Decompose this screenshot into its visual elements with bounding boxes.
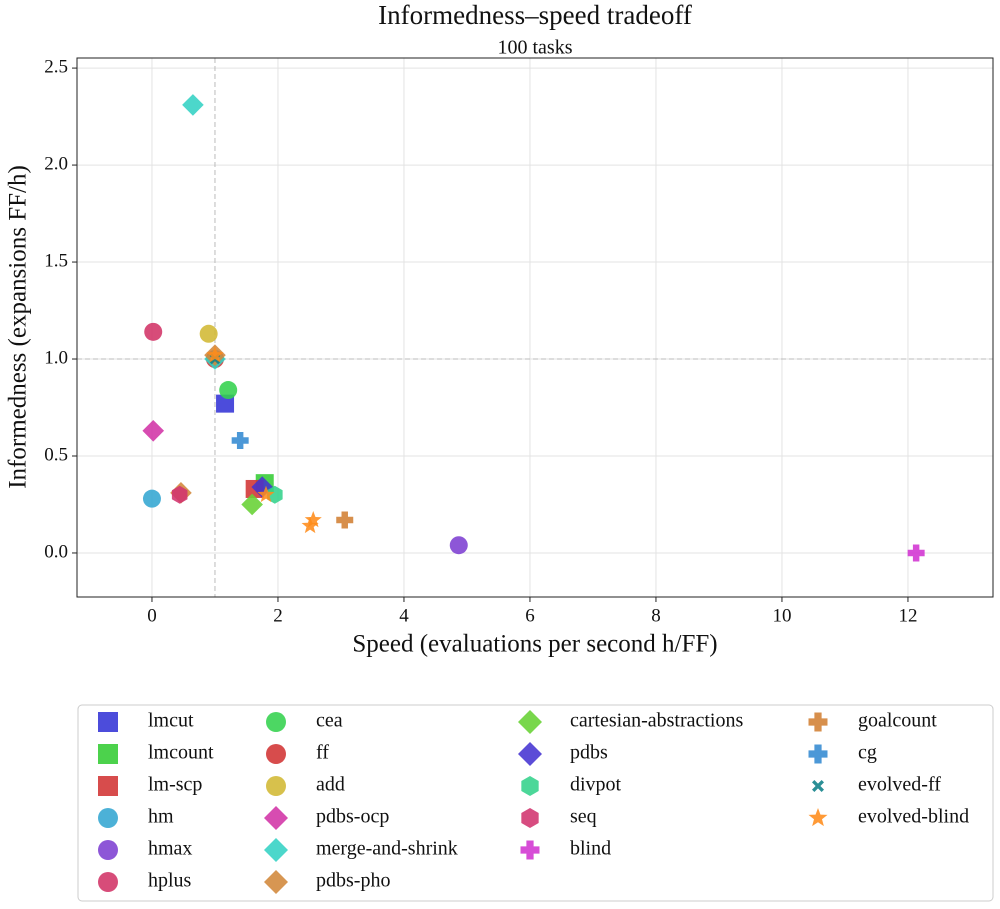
legend-label: cg [858, 742, 877, 764]
x-tick-label: 4 [399, 605, 409, 626]
legend-marker [98, 872, 118, 892]
legend-label: pdbs-pho [316, 870, 390, 892]
legend-marker [266, 712, 286, 732]
legend-label: evolved-ff [858, 774, 941, 796]
legend-marker [520, 840, 540, 860]
legend-marker [266, 776, 286, 796]
legend-marker [518, 742, 542, 766]
y-tick-label: 2.0 [44, 153, 68, 174]
y-tick-label: 0.0 [44, 541, 68, 562]
legend-marker [521, 808, 539, 828]
legend-label: seq [570, 806, 597, 828]
y-axis-label: Informedness (expansions FF/h) [5, 165, 32, 489]
point [449, 536, 468, 555]
x-tick-label: 0 [147, 605, 157, 626]
legend-marker [808, 744, 828, 764]
point [182, 94, 204, 116]
plot-frame [76, 57, 994, 598]
legend-label: ff [316, 742, 329, 764]
point [257, 485, 275, 503]
x-tick-label: 12 [898, 605, 917, 626]
point [144, 322, 163, 341]
legend-label: cea [316, 710, 343, 732]
legend-marker [98, 712, 118, 732]
legend-label: evolved-blind [858, 806, 969, 828]
legend-marker [518, 710, 542, 734]
legend-label: lmcut [148, 710, 194, 732]
y-tick-label: 1.0 [44, 347, 68, 368]
point [304, 511, 322, 528]
x-axis-label: Speed (evaluations per second h/FF) [352, 631, 717, 658]
point [142, 419, 165, 442]
legend-marker [98, 776, 118, 796]
x-tick-label: 8 [651, 605, 661, 626]
point [142, 489, 161, 508]
legend-label: blind [570, 838, 611, 860]
legend-label: add [316, 774, 345, 796]
point [267, 485, 283, 504]
x-tick-label: 2 [273, 605, 283, 626]
chart-title: Informedness–speed tradeoff [378, 0, 692, 30]
point [251, 476, 274, 498]
chart-subtitle: 100 tasks [498, 37, 573, 59]
legend-marker [521, 776, 539, 796]
y-tick-label: 1.5 [44, 250, 68, 271]
point [241, 493, 263, 516]
legend-marker [98, 808, 118, 828]
legend-marker [264, 838, 288, 862]
y-tick-label: 2.5 [44, 56, 68, 77]
legend-marker [812, 780, 824, 792]
legend-label: goalcount [858, 710, 937, 732]
legend-label: hplus [148, 870, 192, 892]
legend-marker [264, 806, 288, 830]
legend-label: merge-and-shrink [316, 838, 458, 860]
legend-label: lm-scp [148, 774, 202, 796]
point [171, 485, 188, 504]
point [907, 544, 925, 562]
x-tick-label: 6 [525, 605, 535, 626]
point [336, 511, 354, 529]
legend-label: pdbs [570, 742, 608, 764]
legend-label: hmax [148, 838, 192, 860]
legend-marker [264, 870, 288, 894]
point [231, 431, 249, 449]
point [216, 394, 235, 413]
legend-label: lmcount [148, 742, 214, 764]
legend-marker [98, 840, 118, 860]
legend-marker [808, 712, 828, 732]
legend-box [77, 704, 994, 902]
legend-marker [266, 744, 286, 764]
point [206, 346, 224, 363]
x-tick-label: 10 [772, 605, 791, 626]
legend-label: hm [148, 806, 174, 828]
legend-marker [808, 808, 828, 827]
legend-marker [98, 744, 118, 764]
legend-label: cartesian-abstractions [570, 710, 743, 732]
y-tick-label: 0.5 [44, 444, 68, 465]
legend-label: divpot [570, 774, 622, 796]
legend-label: pdbs-ocp [316, 806, 389, 828]
point [199, 324, 218, 343]
point [219, 381, 238, 400]
